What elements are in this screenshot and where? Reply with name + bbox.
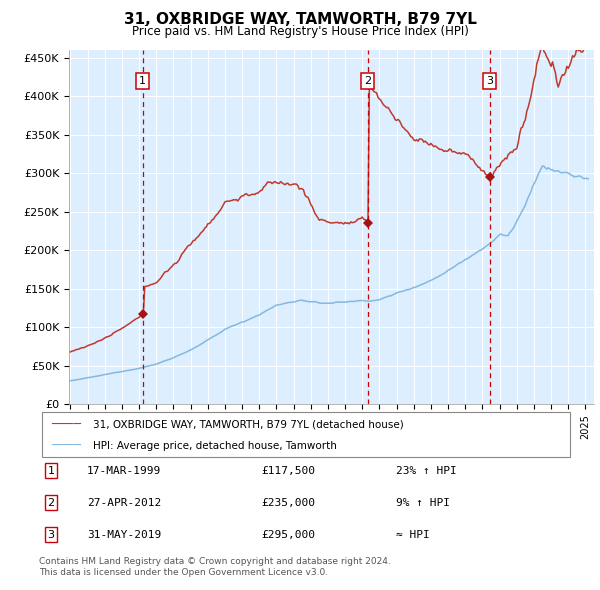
Text: 1: 1: [139, 76, 146, 86]
Text: £295,000: £295,000: [261, 530, 315, 539]
Text: 1: 1: [47, 466, 55, 476]
Text: This data is licensed under the Open Government Licence v3.0.: This data is licensed under the Open Gov…: [39, 568, 328, 577]
Text: Contains HM Land Registry data © Crown copyright and database right 2024.: Contains HM Land Registry data © Crown c…: [39, 558, 391, 566]
Text: £235,000: £235,000: [261, 498, 315, 507]
Text: ────: ────: [51, 440, 81, 453]
Text: 31, OXBRIDGE WAY, TAMWORTH, B79 7YL: 31, OXBRIDGE WAY, TAMWORTH, B79 7YL: [124, 12, 476, 27]
Text: 9% ↑ HPI: 9% ↑ HPI: [396, 498, 450, 507]
Text: ────: ────: [51, 418, 81, 431]
Text: 27-APR-2012: 27-APR-2012: [87, 498, 161, 507]
Text: HPI: Average price, detached house, Tamworth: HPI: Average price, detached house, Tamw…: [93, 441, 337, 451]
Text: £117,500: £117,500: [261, 466, 315, 476]
Text: 2: 2: [364, 76, 371, 86]
Text: 2: 2: [47, 498, 55, 507]
Text: 31, OXBRIDGE WAY, TAMWORTH, B79 7YL (detached house): 31, OXBRIDGE WAY, TAMWORTH, B79 7YL (det…: [93, 419, 404, 430]
Text: 31-MAY-2019: 31-MAY-2019: [87, 530, 161, 539]
Text: 23% ↑ HPI: 23% ↑ HPI: [396, 466, 457, 476]
Text: Price paid vs. HM Land Registry's House Price Index (HPI): Price paid vs. HM Land Registry's House …: [131, 25, 469, 38]
Text: 17-MAR-1999: 17-MAR-1999: [87, 466, 161, 476]
Text: 3: 3: [486, 76, 493, 86]
Text: ≈ HPI: ≈ HPI: [396, 530, 430, 539]
Text: 3: 3: [47, 530, 55, 539]
